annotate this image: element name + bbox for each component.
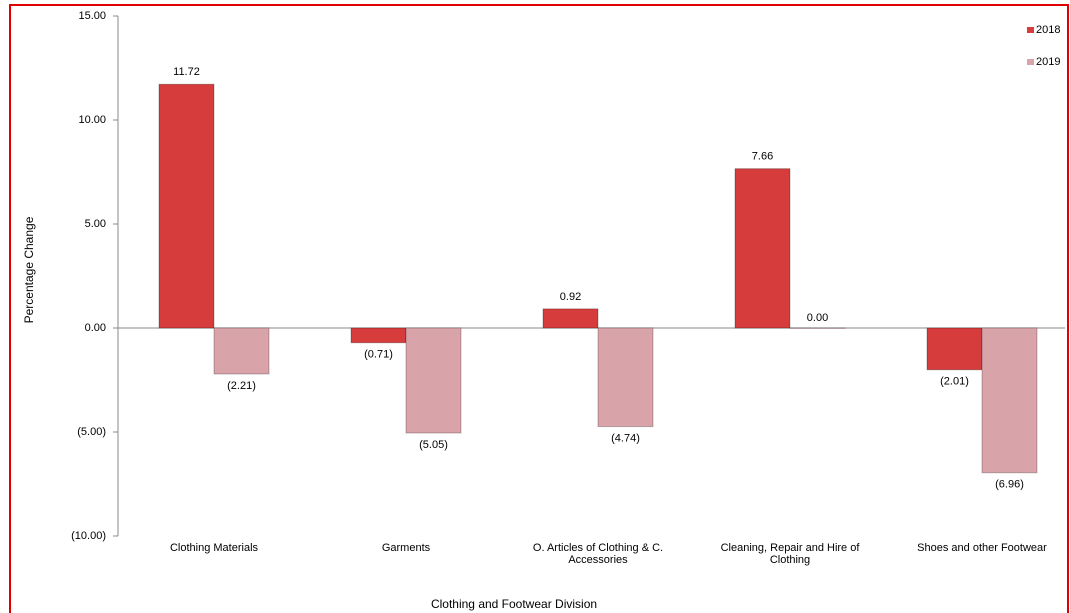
data-label: 11.72 [173,66,200,78]
x-tick-label: Shoes and other Footwear [917,542,1047,554]
data-label: (4.74) [611,432,640,444]
bar [981,327,1038,474]
x-tick-label: O. Articles of Clothing & C. Accessories [532,542,664,566]
x-axis-label: Clothing and Footwear Division [431,597,597,611]
legend-swatch [1027,59,1034,65]
y-tick-label: 0.00 [85,322,106,334]
legend-swatch [1027,27,1034,33]
y-tick-label: (10.00) [71,530,106,542]
data-label: 7.66 [752,151,773,163]
data-label: 0.92 [560,291,581,303]
data-label: (2.01) [940,376,969,388]
bar [542,308,599,329]
legend-label: 2018 [1036,24,1060,36]
data-label: (2.21) [227,380,256,392]
y-tick-label: 5.00 [85,218,106,230]
x-tick-label: Clothing Materials [169,542,259,554]
data-label: (6.96) [995,479,1024,491]
bar [158,83,215,329]
bar [350,327,407,344]
y-tick-label: 10.00 [78,114,106,126]
data-label: 0.00 [807,312,828,324]
y-axis-label: Percentage Change [22,216,36,323]
bar [926,327,983,371]
bar [405,327,462,434]
x-tick-label: Garments [381,542,431,554]
bar [597,327,654,428]
bar [213,327,270,375]
data-label: (5.05) [419,439,448,451]
y-tick-label: 15.00 [78,10,106,22]
bar [789,327,846,329]
y-tick-label: (5.00) [77,426,106,438]
x-tick-label: Cleaning, Repair and Hire of Clothing [720,542,860,566]
bar [734,168,791,329]
frame [9,4,1069,613]
legend-label: 2019 [1036,56,1060,68]
data-label: (0.71) [364,349,393,361]
